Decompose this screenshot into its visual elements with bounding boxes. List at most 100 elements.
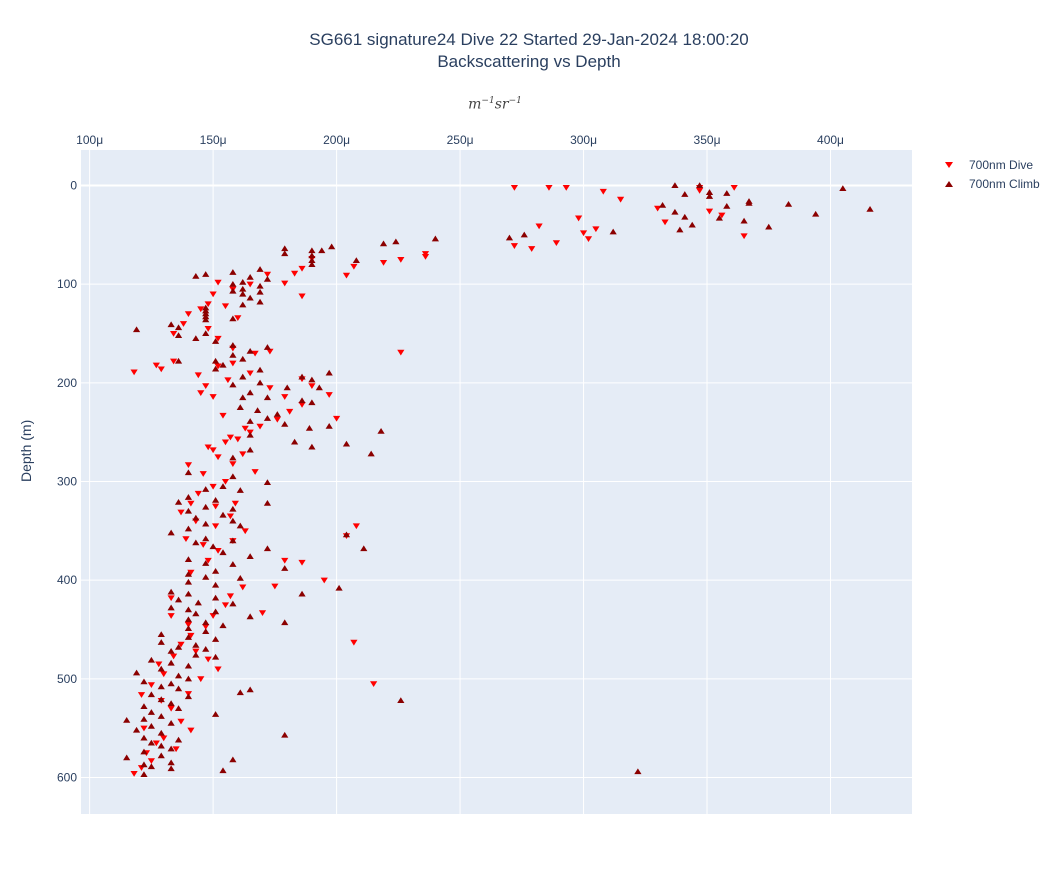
climb-point[interactable] [202, 316, 210, 323]
climb-point[interactable] [184, 525, 193, 532]
climb-point[interactable] [263, 344, 272, 350]
dive-point[interactable] [214, 363, 222, 370]
dive-point[interactable] [661, 219, 669, 226]
climb-point[interactable] [174, 672, 183, 679]
climb-point[interactable] [202, 560, 210, 566]
dive-point[interactable] [370, 681, 378, 688]
dive-point[interactable] [397, 349, 405, 356]
dive-point[interactable] [350, 639, 358, 646]
dive-point[interactable] [298, 559, 306, 566]
climb-point[interactable] [202, 520, 210, 527]
dive-point[interactable] [740, 233, 748, 240]
dive-point[interactable] [584, 236, 593, 243]
dive-point[interactable] [209, 394, 217, 400]
dive-point[interactable] [705, 208, 714, 215]
dive-point[interactable] [204, 326, 212, 332]
climb-point[interactable] [397, 697, 405, 704]
climb-point[interactable] [256, 366, 264, 373]
dive-point[interactable] [226, 593, 235, 600]
dive-point[interactable] [256, 423, 264, 430]
climb-point[interactable] [246, 389, 254, 396]
dive-point[interactable] [266, 385, 274, 392]
climb-point[interactable] [167, 700, 175, 707]
climb-point[interactable] [715, 214, 723, 221]
climb-point[interactable] [239, 394, 247, 401]
dive-point[interactable] [184, 462, 193, 468]
dive-point[interactable] [177, 641, 185, 648]
climb-point[interactable] [681, 213, 689, 220]
legend-item-climb[interactable]: 700nm Climb [940, 175, 1040, 194]
climb-point[interactable] [157, 742, 165, 749]
dive-point[interactable] [266, 348, 274, 355]
climb-point[interactable] [184, 616, 193, 623]
dive-point[interactable] [204, 656, 212, 663]
climb-point[interactable] [132, 726, 141, 733]
dive-point[interactable] [263, 271, 272, 278]
climb-point[interactable] [246, 431, 254, 438]
climb-point[interactable] [132, 326, 141, 333]
climb-point[interactable] [229, 600, 237, 607]
climb-point[interactable] [219, 622, 227, 629]
climb-point[interactable] [705, 193, 714, 199]
climb-point[interactable] [308, 443, 316, 450]
climb-point[interactable] [505, 234, 514, 241]
climb-point[interactable] [184, 662, 193, 669]
climb-point[interactable] [174, 357, 183, 364]
climb-point[interactable] [184, 675, 193, 682]
dive-point[interactable] [271, 583, 279, 590]
climb-point[interactable] [308, 261, 316, 267]
climb-point[interactable] [184, 571, 193, 577]
climb-point[interactable] [209, 543, 217, 550]
climb-point[interactable] [184, 606, 193, 613]
climb-point[interactable] [211, 608, 220, 615]
climb-point[interactable] [239, 290, 247, 297]
climb-point[interactable] [211, 338, 220, 344]
climb-point[interactable] [157, 683, 165, 690]
climb-point[interactable] [192, 610, 200, 617]
climb-point[interactable] [174, 332, 183, 339]
climb-point[interactable] [202, 628, 210, 634]
climb-point[interactable] [305, 424, 314, 431]
dive-point[interactable] [177, 509, 185, 516]
dive-point[interactable] [179, 321, 188, 327]
climb-point[interactable] [229, 505, 237, 512]
climb-point[interactable] [211, 568, 220, 574]
dive-point[interactable] [197, 306, 205, 313]
dive-point[interactable] [197, 676, 205, 683]
dive-point[interactable] [229, 360, 237, 367]
dive-point[interactable] [214, 548, 222, 554]
dive-point[interactable] [221, 602, 230, 609]
climb-point[interactable] [174, 736, 183, 743]
dive-point[interactable] [241, 528, 249, 535]
dive-point[interactable] [286, 408, 294, 415]
climb-point[interactable] [184, 556, 193, 562]
dive-point[interactable] [308, 383, 316, 390]
climb-point[interactable] [281, 250, 289, 257]
dive-point[interactable] [137, 692, 146, 698]
climb-point[interactable] [140, 748, 148, 755]
climb-point[interactable] [253, 407, 262, 413]
climb-point[interactable] [211, 581, 220, 588]
climb-point[interactable] [239, 301, 247, 308]
climb-point[interactable] [377, 427, 385, 434]
climb-point[interactable] [229, 756, 237, 763]
climb-point[interactable] [202, 486, 210, 492]
climb-point[interactable] [263, 479, 272, 486]
climb-point[interactable] [281, 245, 289, 252]
dive-point[interactable] [187, 500, 195, 507]
dive-point[interactable] [298, 402, 306, 408]
dive-point[interactable] [298, 265, 306, 272]
climb-point[interactable] [211, 636, 220, 642]
climb-point[interactable] [246, 348, 254, 354]
climb-point[interactable] [229, 517, 237, 524]
climb-point[interactable] [229, 287, 237, 294]
climb-point[interactable] [342, 440, 351, 447]
climb-point[interactable] [740, 217, 748, 224]
climb-point[interactable] [308, 252, 316, 259]
climb-point[interactable] [202, 310, 210, 317]
climb-point[interactable] [263, 276, 272, 282]
climb-point[interactable] [211, 357, 220, 364]
climb-point[interactable] [211, 653, 220, 660]
climb-point[interactable] [315, 384, 323, 391]
dive-point[interactable] [599, 188, 607, 195]
